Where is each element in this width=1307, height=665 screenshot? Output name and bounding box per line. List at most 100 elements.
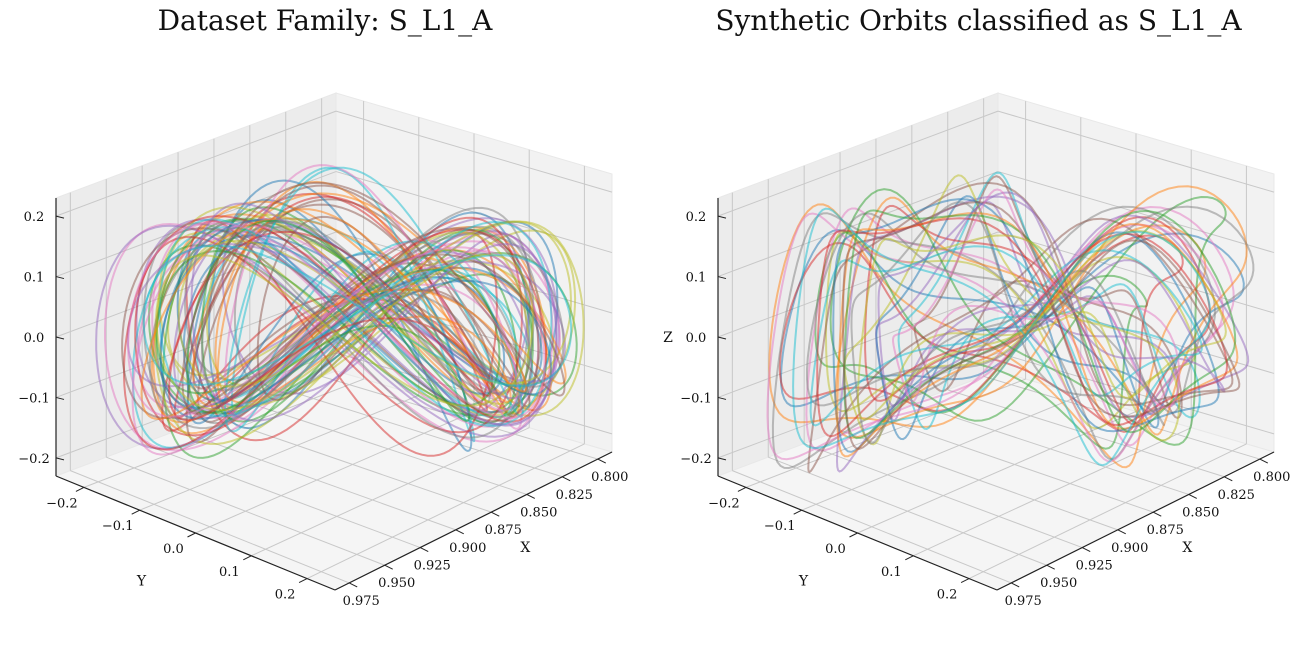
x-tick-label: 0.850 xyxy=(520,505,557,520)
orbit-line xyxy=(809,245,1203,427)
x-tick-mark xyxy=(1117,529,1126,535)
chart-title-right: Synthetic Orbits classified as S_L1_A xyxy=(715,4,1242,37)
orbit-line xyxy=(891,188,1181,409)
z-tick-mark xyxy=(55,457,65,461)
chart-title-left: Dataset Family: S_L1_A xyxy=(157,4,493,37)
z-tick-mark xyxy=(717,396,727,400)
x-tick-mark xyxy=(1188,494,1197,499)
z-tick-mark xyxy=(55,276,65,280)
orbit-line xyxy=(214,208,512,404)
y-tick-mark xyxy=(187,532,196,538)
y-tick-label: −0.2 xyxy=(46,496,78,511)
z-tick-mark xyxy=(55,396,65,400)
orbit-line xyxy=(792,207,1212,467)
y-tick-label: 0.0 xyxy=(163,542,184,557)
z-tick-mark xyxy=(55,215,65,219)
y-tick-label: 0.1 xyxy=(219,565,240,580)
orbits-1 xyxy=(766,171,1255,474)
orbit-line xyxy=(158,218,553,428)
x-tick-label: 0.800 xyxy=(1253,470,1290,485)
x-tick-label: 0.900 xyxy=(449,541,486,556)
orbit-line xyxy=(806,205,1255,414)
x-tick-label: 0.875 xyxy=(1147,523,1184,538)
y-tick-mark xyxy=(75,486,85,492)
grid-y-floor xyxy=(195,411,475,534)
z-tick-label: 0.1 xyxy=(686,271,707,286)
orbit-line xyxy=(771,205,1216,470)
z-tick-mark xyxy=(55,336,65,340)
x-tick-mark xyxy=(1046,564,1055,570)
z-tick-label: 0.0 xyxy=(686,331,707,346)
y-tick-label: 0.2 xyxy=(937,588,958,603)
x-tick-label: 0.975 xyxy=(343,594,380,609)
y-tick-label: −0.2 xyxy=(708,496,740,511)
y-tick-mark xyxy=(793,509,802,515)
z-tick-mark xyxy=(717,215,727,219)
z-axis-label: Z xyxy=(663,330,673,346)
x-tick-label: 0.975 xyxy=(1005,594,1042,609)
z-tick-label: −0.2 xyxy=(18,452,50,467)
orbit-line xyxy=(168,230,492,422)
x-tick-label: 0.950 xyxy=(378,576,415,591)
orbit-line xyxy=(159,219,553,420)
x-tick-mark xyxy=(562,476,571,482)
grid-y-floor xyxy=(139,394,419,511)
z-tick-label: −0.1 xyxy=(680,391,712,406)
grid-z-a xyxy=(717,291,999,398)
x-tick-mark xyxy=(348,582,358,588)
grid-y-floor xyxy=(251,427,530,557)
z-tick-label: 0.2 xyxy=(24,210,45,225)
y-tick-mark xyxy=(131,509,140,515)
x-tick-mark xyxy=(526,494,535,499)
x-tick-label: 0.925 xyxy=(1076,559,1113,574)
grid-y-floor xyxy=(306,443,585,580)
orbit-line xyxy=(126,242,567,388)
z-tick-label: −0.1 xyxy=(18,391,50,406)
orbit-line xyxy=(875,195,1160,441)
orbit-line xyxy=(877,191,1226,407)
x-tick-label: 0.825 xyxy=(556,488,593,503)
x-tick-mark xyxy=(420,547,429,552)
y-tick-mark xyxy=(849,532,858,538)
y-tick-label: −0.1 xyxy=(102,519,134,534)
x-tick-mark xyxy=(1259,458,1269,464)
grid-z-b xyxy=(997,231,1275,314)
grid-z-a xyxy=(717,110,999,217)
x-tick-label: 0.875 xyxy=(485,523,522,538)
orbit-line xyxy=(201,220,491,406)
orbit-line xyxy=(816,217,1229,438)
z-tick-mark xyxy=(717,457,727,461)
x-axis-line xyxy=(996,451,1275,591)
x-tick-label: 0.800 xyxy=(591,470,628,485)
grid-z-a xyxy=(717,171,999,278)
grid-z-a xyxy=(55,110,337,217)
z-tick-mark xyxy=(717,336,727,340)
orbit-line xyxy=(836,212,1239,458)
y-tick-mark xyxy=(298,578,308,584)
z-tick-label: 0.1 xyxy=(24,271,45,286)
x-tick-mark xyxy=(1082,547,1091,552)
x-tick-mark xyxy=(384,564,393,570)
grid-z-b xyxy=(335,110,613,193)
x-tick-label: 0.950 xyxy=(1040,576,1077,591)
orbit-line xyxy=(186,219,471,422)
y-tick-mark xyxy=(243,555,252,561)
x-tick-label: 0.825 xyxy=(1218,488,1255,503)
x-tick-label: 0.900 xyxy=(1111,541,1148,556)
orbit-line xyxy=(142,206,535,439)
x-tick-mark xyxy=(1224,476,1233,482)
orbit-line xyxy=(897,171,1201,431)
x-axis-label: X xyxy=(1182,540,1192,556)
y-tick-label: 0.1 xyxy=(881,565,902,580)
x-tick-mark xyxy=(1010,582,1020,588)
x-tick-mark xyxy=(491,511,500,517)
z-tick-label: −0.2 xyxy=(680,452,712,467)
y-tick-label: 0.2 xyxy=(275,588,296,603)
x-tick-mark xyxy=(597,458,607,464)
orbit-line xyxy=(842,200,1241,450)
grid-y-floor xyxy=(968,443,1247,580)
x-tick-mark xyxy=(455,529,464,535)
x-tick-label: 0.850 xyxy=(1182,505,1219,520)
orbits-0 xyxy=(95,164,585,459)
